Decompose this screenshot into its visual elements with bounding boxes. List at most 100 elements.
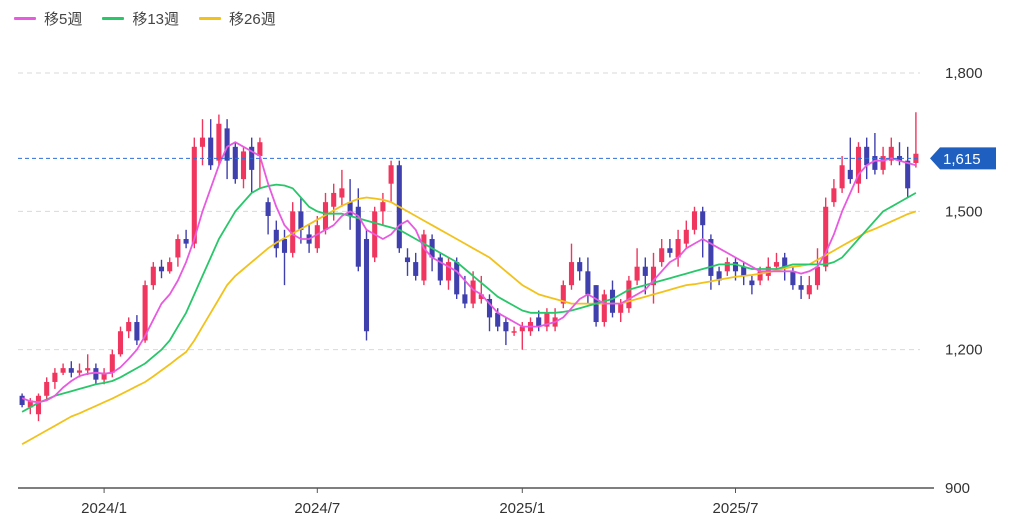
candle-body (380, 202, 386, 212)
candle-body (199, 137, 206, 147)
candle-body (708, 239, 714, 276)
candle-body (683, 229, 689, 244)
candle-body (634, 266, 640, 281)
candle-body (486, 298, 493, 318)
legend-label: 移13週 (132, 10, 180, 28)
candle-body (60, 368, 66, 373)
candle-body (503, 322, 509, 332)
ma26-line (21, 196, 917, 445)
candle-body (470, 280, 476, 304)
legend-swatch (199, 16, 222, 20)
candle-body (126, 322, 132, 332)
candle-body (609, 289, 616, 313)
current-price-label: 1,615 (943, 151, 981, 168)
axis-layer: 1,800 1,500 1,200 900 2024/1 2024/7 2025/1 2025… (18, 65, 983, 517)
candle-body (773, 262, 780, 267)
candle-body (413, 262, 419, 276)
candle-body (27, 400, 33, 408)
candle-body (626, 280, 632, 309)
legend-swatch (102, 16, 125, 20)
current-price-badge (930, 147, 996, 170)
candle-body (847, 169, 853, 180)
candle-body (117, 331, 124, 355)
candle-body (896, 156, 903, 161)
candle-body (741, 266, 747, 276)
legend-item[interactable]: 移5週 (14, 8, 82, 29)
moving-average-layer (21, 141, 917, 445)
candle-body (290, 211, 296, 253)
candle-body (298, 211, 304, 230)
candle-body (404, 257, 411, 263)
candle-body (823, 206, 829, 267)
candle-body (208, 137, 214, 166)
candle-body (175, 239, 181, 258)
candle-body (831, 188, 837, 203)
y-tick-label: 1,200 (945, 342, 983, 359)
candle-body (134, 322, 140, 341)
candle-body (585, 271, 591, 295)
candle-body (216, 123, 222, 161)
y-tick-label: 1,800 (945, 65, 983, 82)
candle-body (880, 156, 886, 170)
candle-body (642, 266, 648, 276)
candle-body (888, 146, 894, 161)
candle-body (35, 395, 42, 415)
ma5-line (21, 141, 917, 404)
candle-body (462, 294, 468, 304)
candle-body (798, 285, 804, 290)
candle-body (732, 262, 739, 272)
candle-body (478, 294, 484, 299)
candle-body (495, 312, 501, 327)
candle-body (93, 368, 99, 380)
candle-body (150, 266, 156, 286)
candle-body (142, 285, 148, 341)
candle-body (314, 225, 320, 249)
candle-body (618, 303, 624, 313)
legend-swatch (14, 16, 36, 20)
candle-body (839, 165, 845, 189)
candle-body (363, 239, 370, 332)
candle-body (265, 202, 271, 216)
legend-item[interactable]: 移26週 (199, 8, 276, 29)
candle-body (806, 285, 812, 295)
candle-body (544, 312, 550, 327)
candle-body (650, 266, 657, 286)
candle-body (560, 285, 566, 304)
candle-body (568, 262, 575, 286)
candle-body (749, 280, 755, 286)
candle-body (52, 372, 58, 382)
candle-body (454, 262, 460, 295)
candle-body (240, 151, 247, 180)
candle-body (691, 211, 698, 230)
candle-body (76, 370, 83, 373)
candle-body (232, 146, 238, 180)
y-tick-label: 1,500 (945, 203, 983, 220)
candle-body (19, 395, 25, 406)
y-tick-label: 900 (945, 480, 970, 497)
x-tick-label: 2025/7 (713, 500, 759, 517)
candle-body (355, 206, 361, 267)
candle-body (85, 368, 91, 371)
x-tick-label: 2024/1 (81, 500, 127, 517)
candle-body (437, 257, 443, 281)
candle-body (536, 317, 542, 327)
ma13-line (21, 183, 917, 413)
candle-body (347, 202, 353, 216)
candle-body (421, 234, 427, 281)
candle-body (659, 248, 665, 263)
legend-label: 移26週 (229, 10, 276, 28)
candle-body (224, 128, 230, 161)
candle-body (864, 146, 870, 166)
chart-legend: 移5週 移13週 移26週 (14, 6, 276, 30)
x-tick-label: 2024/7 (294, 500, 340, 517)
x-tick-label: 2025/1 (499, 500, 545, 517)
candle-body (601, 294, 607, 323)
grid-layer (18, 72, 920, 351)
candle-body (257, 142, 263, 157)
candle-body (183, 239, 189, 244)
legend-item[interactable]: 移13週 (102, 8, 179, 29)
candle-body (68, 368, 74, 373)
candle-body (281, 239, 288, 253)
candle-body (158, 266, 165, 272)
